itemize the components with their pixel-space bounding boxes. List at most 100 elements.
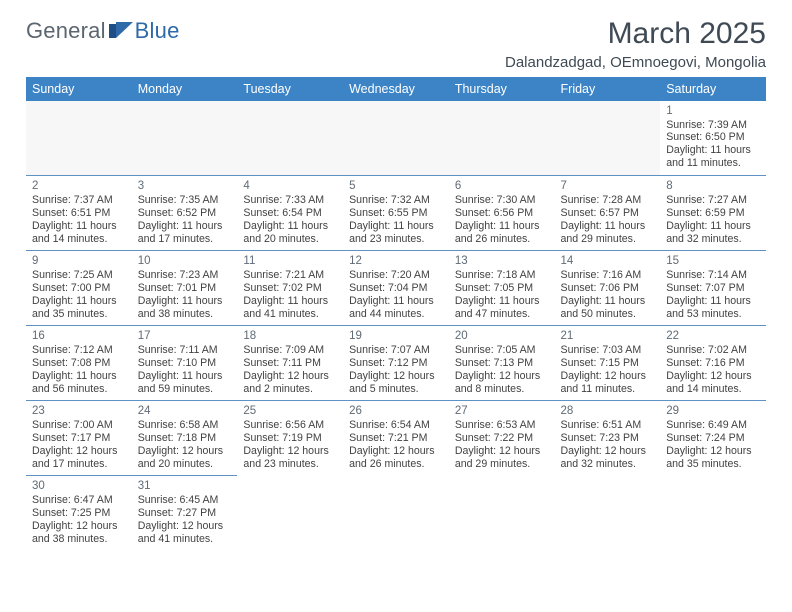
sunset-text: Sunset: 7:10 PM (138, 357, 232, 370)
daylight-text: Daylight: 11 hours and 53 minutes. (666, 295, 760, 321)
calendar-cell: 17Sunrise: 7:11 AMSunset: 7:10 PMDayligh… (132, 326, 238, 401)
calendar-cell: 2Sunrise: 7:37 AMSunset: 6:51 PMDaylight… (26, 176, 132, 251)
sunset-text: Sunset: 7:24 PM (666, 432, 760, 445)
day-number: 6 (455, 179, 549, 193)
sunrise-text: Sunrise: 7:28 AM (561, 194, 655, 207)
calendar-cell: 18Sunrise: 7:09 AMSunset: 7:11 PMDayligh… (237, 326, 343, 401)
weekday-header: Thursday (449, 77, 555, 101)
sunset-text: Sunset: 7:12 PM (349, 357, 443, 370)
calendar-cell: 1Sunrise: 7:39 AMSunset: 6:50 PMDaylight… (660, 101, 766, 176)
calendar-cell: 13Sunrise: 7:18 AMSunset: 7:05 PMDayligh… (449, 251, 555, 326)
calendar-cell: 8Sunrise: 7:27 AMSunset: 6:59 PMDaylight… (660, 176, 766, 251)
day-number: 2 (32, 179, 126, 193)
calendar-cell: 20Sunrise: 7:05 AMSunset: 7:13 PMDayligh… (449, 326, 555, 401)
calendar-cell: 3Sunrise: 7:35 AMSunset: 6:52 PMDaylight… (132, 176, 238, 251)
flag-icon (109, 18, 135, 44)
calendar-row: 16Sunrise: 7:12 AMSunset: 7:08 PMDayligh… (26, 326, 766, 401)
day-number: 29 (666, 404, 760, 418)
calendar-head: SundayMondayTuesdayWednesdayThursdayFrid… (26, 77, 766, 101)
calendar-cell: 29Sunrise: 6:49 AMSunset: 7:24 PMDayligh… (660, 401, 766, 476)
sunrise-text: Sunrise: 7:37 AM (32, 194, 126, 207)
day-number: 12 (349, 254, 443, 268)
sunrise-text: Sunrise: 6:58 AM (138, 419, 232, 432)
calendar-cell (555, 476, 661, 551)
sunrise-text: Sunrise: 6:54 AM (349, 419, 443, 432)
calendar-cell: 14Sunrise: 7:16 AMSunset: 7:06 PMDayligh… (555, 251, 661, 326)
calendar-cell (237, 476, 343, 551)
sunrise-text: Sunrise: 7:35 AM (138, 194, 232, 207)
day-number: 23 (32, 404, 126, 418)
daylight-text: Daylight: 11 hours and 38 minutes. (138, 295, 232, 321)
sunset-text: Sunset: 7:19 PM (243, 432, 337, 445)
calendar-cell: 30Sunrise: 6:47 AMSunset: 7:25 PMDayligh… (26, 476, 132, 551)
sunset-text: Sunset: 7:04 PM (349, 282, 443, 295)
calendar-cell: 21Sunrise: 7:03 AMSunset: 7:15 PMDayligh… (555, 326, 661, 401)
calendar-cell: 10Sunrise: 7:23 AMSunset: 7:01 PMDayligh… (132, 251, 238, 326)
calendar-cell: 27Sunrise: 6:53 AMSunset: 7:22 PMDayligh… (449, 401, 555, 476)
calendar-cell: 5Sunrise: 7:32 AMSunset: 6:55 PMDaylight… (343, 176, 449, 251)
day-number: 5 (349, 179, 443, 193)
day-number: 27 (455, 404, 549, 418)
sunrise-text: Sunrise: 6:56 AM (243, 419, 337, 432)
daylight-text: Daylight: 11 hours and 29 minutes. (561, 220, 655, 246)
sunrise-text: Sunrise: 6:53 AM (455, 419, 549, 432)
calendar-cell: 26Sunrise: 6:54 AMSunset: 7:21 PMDayligh… (343, 401, 449, 476)
weekday-header: Friday (555, 77, 661, 101)
sunrise-text: Sunrise: 7:12 AM (32, 344, 126, 357)
daylight-text: Daylight: 12 hours and 8 minutes. (455, 370, 549, 396)
daylight-text: Daylight: 12 hours and 17 minutes. (32, 445, 126, 471)
day-number: 11 (243, 254, 337, 268)
sunset-text: Sunset: 6:57 PM (561, 207, 655, 220)
logo-text-2: Blue (135, 18, 180, 44)
calendar-cell: 25Sunrise: 6:56 AMSunset: 7:19 PMDayligh… (237, 401, 343, 476)
daylight-text: Daylight: 12 hours and 41 minutes. (138, 520, 232, 546)
calendar-cell: 6Sunrise: 7:30 AMSunset: 6:56 PMDaylight… (449, 176, 555, 251)
sunset-text: Sunset: 7:21 PM (349, 432, 443, 445)
weekday-header: Sunday (26, 77, 132, 101)
daylight-text: Daylight: 12 hours and 23 minutes. (243, 445, 337, 471)
calendar-cell (26, 101, 132, 176)
day-number: 24 (138, 404, 232, 418)
daylight-text: Daylight: 11 hours and 44 minutes. (349, 295, 443, 321)
daylight-text: Daylight: 11 hours and 23 minutes. (349, 220, 443, 246)
sunset-text: Sunset: 7:00 PM (32, 282, 126, 295)
sunset-text: Sunset: 6:51 PM (32, 207, 126, 220)
day-number: 4 (243, 179, 337, 193)
calendar-cell: 15Sunrise: 7:14 AMSunset: 7:07 PMDayligh… (660, 251, 766, 326)
sunrise-text: Sunrise: 6:45 AM (138, 494, 232, 507)
daylight-text: Daylight: 12 hours and 14 minutes. (666, 370, 760, 396)
daylight-text: Daylight: 11 hours and 26 minutes. (455, 220, 549, 246)
sunset-text: Sunset: 6:56 PM (455, 207, 549, 220)
sunrise-text: Sunrise: 7:02 AM (666, 344, 760, 357)
sunset-text: Sunset: 6:52 PM (138, 207, 232, 220)
sunrise-text: Sunrise: 7:11 AM (138, 344, 232, 357)
calendar-cell: 19Sunrise: 7:07 AMSunset: 7:12 PMDayligh… (343, 326, 449, 401)
day-number: 19 (349, 329, 443, 343)
calendar-cell: 4Sunrise: 7:33 AMSunset: 6:54 PMDaylight… (237, 176, 343, 251)
calendar-row: 9Sunrise: 7:25 AMSunset: 7:00 PMDaylight… (26, 251, 766, 326)
logo-text-1: General (26, 18, 106, 44)
sunrise-text: Sunrise: 7:14 AM (666, 269, 760, 282)
sunset-text: Sunset: 6:54 PM (243, 207, 337, 220)
sunset-text: Sunset: 7:15 PM (561, 357, 655, 370)
calendar-cell (555, 101, 661, 176)
day-number: 17 (138, 329, 232, 343)
calendar-cell: 28Sunrise: 6:51 AMSunset: 7:23 PMDayligh… (555, 401, 661, 476)
sunrise-text: Sunrise: 7:30 AM (455, 194, 549, 207)
calendar-cell: 9Sunrise: 7:25 AMSunset: 7:00 PMDaylight… (26, 251, 132, 326)
sunset-text: Sunset: 7:27 PM (138, 507, 232, 520)
daylight-text: Daylight: 12 hours and 32 minutes. (561, 445, 655, 471)
daylight-text: Daylight: 11 hours and 14 minutes. (32, 220, 126, 246)
calendar-cell: 16Sunrise: 7:12 AMSunset: 7:08 PMDayligh… (26, 326, 132, 401)
day-number: 31 (138, 479, 232, 493)
day-number: 16 (32, 329, 126, 343)
day-number: 25 (243, 404, 337, 418)
day-number: 22 (666, 329, 760, 343)
sunset-text: Sunset: 6:55 PM (349, 207, 443, 220)
sunrise-text: Sunrise: 7:27 AM (666, 194, 760, 207)
calendar-cell: 11Sunrise: 7:21 AMSunset: 7:02 PMDayligh… (237, 251, 343, 326)
sunset-text: Sunset: 7:11 PM (243, 357, 337, 370)
sunrise-text: Sunrise: 7:33 AM (243, 194, 337, 207)
sunrise-text: Sunrise: 7:32 AM (349, 194, 443, 207)
daylight-text: Daylight: 12 hours and 26 minutes. (349, 445, 443, 471)
